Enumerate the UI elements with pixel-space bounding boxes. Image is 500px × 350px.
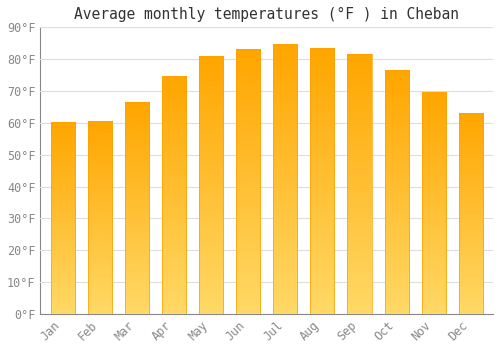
Bar [422,92,446,314]
Bar [162,77,186,314]
Bar [199,56,223,314]
Bar [310,48,334,314]
Bar [348,54,372,314]
Bar [458,113,483,314]
Title: Average monthly temperatures (°F ) in Cheban: Average monthly temperatures (°F ) in Ch… [74,7,459,22]
Bar [384,70,408,314]
Bar [236,50,260,314]
Bar [88,121,112,314]
Bar [124,102,149,314]
Bar [273,45,297,314]
Bar [50,123,74,314]
